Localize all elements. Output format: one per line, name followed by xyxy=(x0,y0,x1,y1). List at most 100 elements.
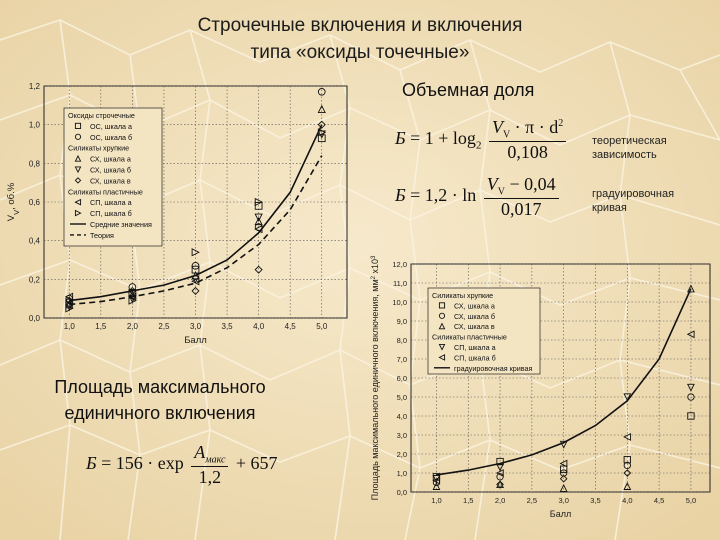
formula-numerator: VV · π · d2 xyxy=(488,118,567,143)
formula-eq: = 1 + log xyxy=(410,128,476,149)
x-tick-label: 3,0 xyxy=(190,322,202,331)
slide-title-line1: Строчечные включения и включения xyxy=(197,15,523,36)
data-point-triangle-down xyxy=(686,383,695,392)
legend-entry-label: СХ, шкала б xyxy=(454,312,495,321)
data-point-triangle-left xyxy=(191,277,200,286)
data-point-square xyxy=(687,412,695,420)
data-point-triangle-down xyxy=(191,275,200,284)
data-point-triangle-left xyxy=(432,476,441,485)
x-tick-label: 3,5 xyxy=(222,322,234,331)
formula-numerator: VV − 0,04 xyxy=(483,175,559,200)
data-point-triangle-down xyxy=(623,393,632,402)
legend-entry-label: градуировочная кривая xyxy=(454,364,532,373)
legend-marker-circle xyxy=(438,312,446,319)
y-tick-label: 10,0 xyxy=(392,298,407,307)
legend-box xyxy=(427,287,541,375)
y-tick-label: 0,8 xyxy=(29,159,41,168)
legend-entry-label: СП, шкала а xyxy=(454,343,496,352)
y-tick-label: 3,0 xyxy=(397,431,407,440)
data-point-triangle-up xyxy=(254,216,263,226)
formula-tail: + 657 xyxy=(235,453,278,474)
data-point-diamond xyxy=(191,286,200,295)
data-point-triangle-up xyxy=(559,483,568,492)
calibration-label-line2: кривая xyxy=(592,202,627,214)
legend-marker-circle xyxy=(74,133,82,140)
legend-entry-label: ОС, шкала а xyxy=(90,122,132,131)
data-point-triangle-up xyxy=(317,104,326,114)
calibration-label: градуировочная кривая xyxy=(592,187,674,215)
data-point-triangle-right xyxy=(191,248,200,257)
legend-entry-label: СП, шкала б xyxy=(90,209,132,218)
y-tick-label: 12,0 xyxy=(392,260,407,269)
data-point-triangle-up xyxy=(496,480,504,489)
formula-denominator: 1,2 xyxy=(198,467,222,488)
data-point-triangle-right xyxy=(317,128,327,137)
formula-fraction: Aмакс 1,2 xyxy=(191,443,229,488)
x-tick-label: 2,5 xyxy=(527,496,537,505)
x-tick-label: 4,5 xyxy=(285,322,297,331)
slide-title: Строчечные включения и включения типа «о… xyxy=(140,12,580,66)
formula-area: Б = 156 · exp Aмакс 1,2 + 657 xyxy=(86,443,278,487)
x-tick-label: 2,0 xyxy=(495,496,505,505)
area-label-line1: Площадь максимального xyxy=(54,377,266,397)
x-tick-label: 3,5 xyxy=(590,496,600,505)
data-point-circle xyxy=(623,461,631,470)
formula-calibration: Б = 1,2 · ln VV − 0,04 0,017 xyxy=(395,175,562,219)
data-point-triangle-up xyxy=(191,271,200,280)
x-tick-label: 3,0 xyxy=(558,496,568,505)
fit-curve xyxy=(436,288,692,476)
formula-log-base: 2 xyxy=(475,139,482,152)
data-point-triangle-down xyxy=(559,440,568,449)
volume-fraction-label: Объемная доля xyxy=(402,80,535,100)
calibration-label-line1: градуировочная xyxy=(592,188,675,200)
legend-entry-label: Силикаты пластичные xyxy=(68,187,143,196)
formula-theoretical: Б = 1 + log2 VV · π · d2 0,108 xyxy=(395,118,569,162)
y-tick-label: 11,0 xyxy=(393,279,407,288)
data-point-square xyxy=(432,473,441,481)
y-tick-label: 1,0 xyxy=(29,121,41,130)
data-point-diamond xyxy=(623,469,632,477)
formula-lhs: Б xyxy=(395,128,406,149)
data-point-triangle-left xyxy=(495,469,504,477)
data-point-circle xyxy=(687,393,695,401)
x-tick-label: 1,5 xyxy=(463,496,473,505)
data-point-triangle-right xyxy=(128,296,137,305)
data-point-square xyxy=(560,465,568,473)
y-axis-label: Площадь максимального единичного включен… xyxy=(370,255,380,500)
y-tick-label: 8,0 xyxy=(397,336,407,345)
data-point-triangle-down xyxy=(65,302,74,311)
data-point-triangle-down xyxy=(254,213,263,222)
data-point-triangle-left xyxy=(559,459,568,468)
legend-entry-label: СХ, шкала а xyxy=(90,155,131,164)
legend-box xyxy=(63,107,163,247)
legend-entry-label: Силикаты пластичные xyxy=(432,333,507,342)
data-point-circle xyxy=(496,473,504,481)
legend-marker-triangle-down xyxy=(74,166,82,174)
legend-entry-label: СП, шкала а xyxy=(90,198,132,207)
data-point-square xyxy=(623,456,631,464)
legend-marker-square xyxy=(74,122,82,129)
legend-marker-diamond xyxy=(74,177,82,184)
legend-entry-label: ОС, шкала б xyxy=(90,133,132,142)
data-point-triangle-right xyxy=(254,197,264,207)
formula-lhs: Б xyxy=(395,185,406,206)
data-point-triangle-up xyxy=(65,300,74,309)
data-point-diamond xyxy=(128,286,137,295)
y-tick-label: 0,0 xyxy=(397,488,407,497)
x-tick-label: 5,0 xyxy=(316,322,328,331)
y-tick-label: 4,0 xyxy=(397,412,407,421)
y-axis-label: VV, об.% xyxy=(6,182,21,221)
y-tick-label: 9,0 xyxy=(397,317,407,326)
legend-entry-label: Оксиды строчечные xyxy=(68,111,135,120)
legend-entry-label: СХ, шкала в xyxy=(454,322,495,331)
data-point-diamond xyxy=(496,480,504,489)
y-tick-label: 7,0 xyxy=(397,355,407,364)
x-tick-label: 2,0 xyxy=(127,322,139,331)
data-point-triangle-left xyxy=(64,292,74,301)
x-tick-label: 2,5 xyxy=(158,322,170,331)
data-point-triangle-left xyxy=(686,330,695,339)
data-point-triangle-down xyxy=(496,463,504,472)
data-point-diamond xyxy=(317,120,326,129)
legend-marker-triangle-left xyxy=(438,354,446,361)
